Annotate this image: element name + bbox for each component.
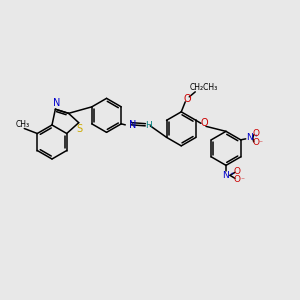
Text: CH₃: CH₃ — [15, 120, 29, 129]
Text: O: O — [200, 118, 208, 128]
Text: S: S — [77, 124, 83, 134]
Text: N: N — [223, 171, 230, 180]
Text: O: O — [233, 167, 241, 176]
Text: ⁺: ⁺ — [253, 134, 257, 142]
Text: N: N — [129, 120, 136, 130]
Text: N: N — [246, 134, 253, 142]
Text: ⁻: ⁻ — [259, 138, 263, 147]
Text: N: N — [53, 98, 60, 108]
Text: O: O — [252, 129, 259, 138]
Text: O: O — [184, 94, 191, 104]
Text: ⁺: ⁺ — [230, 171, 234, 180]
Text: H: H — [145, 122, 152, 130]
Text: O: O — [233, 175, 241, 184]
Text: CH₂CH₃: CH₂CH₃ — [189, 83, 218, 92]
Text: ⁻: ⁻ — [240, 175, 244, 184]
Text: O: O — [252, 138, 259, 147]
